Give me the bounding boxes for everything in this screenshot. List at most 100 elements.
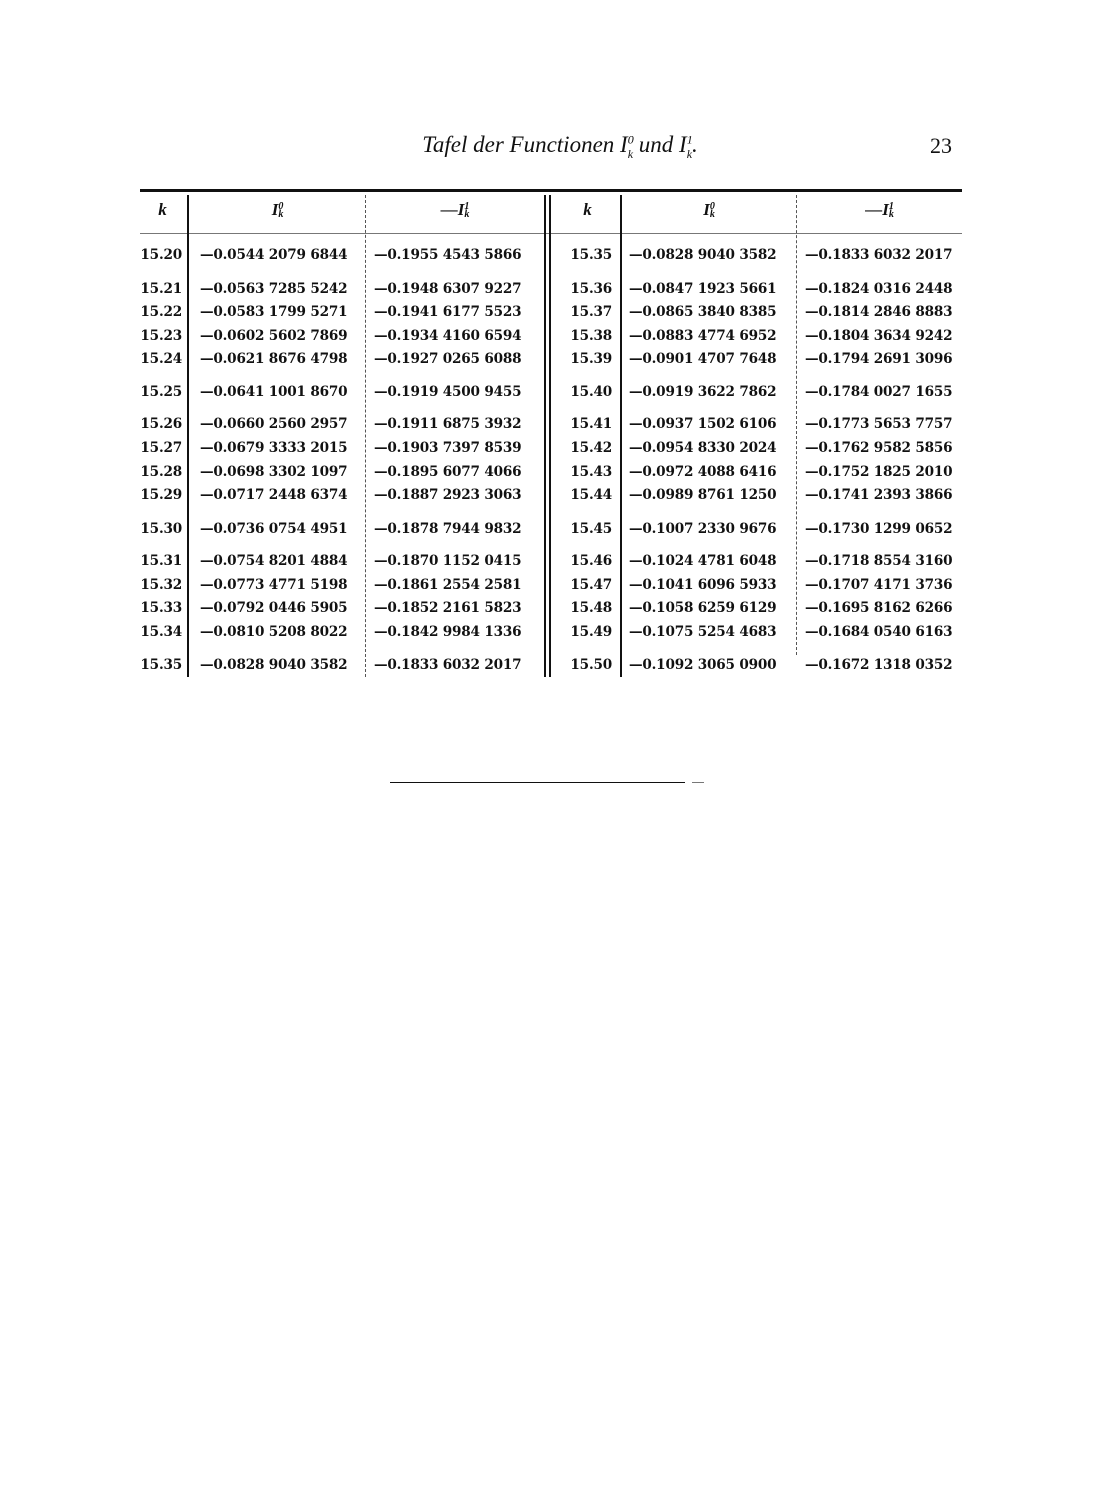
header-i1-left: —I1 k [440,200,470,221]
k-cell: 15.21 [140,281,182,297]
k-cell: 15.34 [140,624,182,640]
k-cell: 15.45 [570,521,612,537]
i1-cell: —0.1784 0027 1655 [805,384,953,400]
right-col-divider [796,195,797,655]
left-col-divider [365,195,366,677]
i1-cell: —0.1794 2691 3096 [805,351,953,367]
k-cell: 15.27 [140,440,182,456]
k-cell: 15.37 [570,304,612,320]
k-cell: 15.49 [570,624,612,640]
i0-cell: —0.0583 1799 5271 [200,304,348,320]
i0-cell: —0.0919 3622 7862 [629,384,777,400]
i0-cell: —0.0989 8761 1250 [629,487,777,503]
k-cell: 15.41 [570,416,612,432]
center-double-rule-b [549,195,551,677]
k-cell: 15.38 [570,328,612,344]
header-i0-right: I0 k [703,200,715,221]
i0-cell: —0.1007 2330 9676 [629,521,777,537]
i0-cell: —0.0810 5208 8022 [200,624,348,640]
i0-cell: —0.0736 0754 4951 [200,521,348,537]
header-divider [140,233,962,234]
k-cell: 15.28 [140,464,182,480]
i1-cell: —0.1895 6077 4066 [374,464,522,480]
i0-cell: —0.0972 4088 6416 [629,464,777,480]
k-cell: 15.31 [140,553,182,569]
i0-cell: —0.0563 7285 5242 [200,281,348,297]
i0-cell: —0.0679 3333 2015 [200,440,348,456]
k-cell: 15.20 [140,247,182,263]
i1-cell: —0.1695 8162 6266 [805,600,953,616]
i0-cell: —0.1058 6259 6129 [629,600,777,616]
i1-cell: —0.1752 1825 2010 [805,464,953,480]
i1-cell: —0.1852 2161 5823 [374,600,522,616]
i1-cell: —0.1833 6032 2017 [374,657,522,673]
i1-cell: —0.1861 2554 2581 [374,577,522,593]
i1-cell: —0.1684 0540 6163 [805,624,953,640]
i1-cell: —0.1927 0265 6088 [374,351,522,367]
k-cell: 15.32 [140,577,182,593]
k-cell: 15.39 [570,351,612,367]
i0-cell: —0.0792 0446 5905 [200,600,348,616]
k-cell: 15.24 [140,351,182,367]
i1-cell: —0.1934 4160 6594 [374,328,522,344]
bottom-ornament-rule [390,782,685,783]
i1-cell: —0.1741 2393 3866 [805,487,953,503]
i0-cell: —0.0937 1502 6106 [629,416,777,432]
i1-cell: —0.1887 2923 3063 [374,487,522,503]
i0-cell: —0.0621 8676 4798 [200,351,348,367]
k-cell: 15.35 [570,247,612,263]
i1-cell: —0.1672 1318 0352 [805,657,953,673]
left-k-divider [187,195,189,677]
bottom-ornament-dash [692,782,704,783]
title-conj: und [638,132,674,157]
i0-cell: —0.0883 4774 6952 [629,328,777,344]
i0-cell: —0.0901 4707 7648 [629,351,777,367]
k-cell: 15.36 [570,281,612,297]
k-cell: 15.50 [570,657,612,673]
i0-cell: —0.0660 2560 2957 [200,416,348,432]
i0-cell: —0.1075 5254 4683 [629,624,777,640]
i1-cell: —0.1948 6307 9227 [374,281,522,297]
k-cell: 15.47 [570,577,612,593]
top-rule [140,189,962,192]
k-cell: 15.40 [570,384,612,400]
i0-cell: —0.0602 5602 7869 [200,328,348,344]
i0-cell: —0.0698 3302 1097 [200,464,348,480]
page-number: 23 [930,133,952,158]
i1-cell: —0.1941 6177 5523 [374,304,522,320]
right-k-divider [620,195,622,677]
header-i1-right: —I1 k [865,200,894,221]
k-cell: 15.48 [570,600,612,616]
i1-cell: —0.1730 1299 0652 [805,521,953,537]
k-cell: 15.22 [140,304,182,320]
i0-cell: —0.0865 3840 8385 [629,304,777,320]
header-k-right: k [583,200,592,219]
i0-cell: —0.0773 4771 5198 [200,577,348,593]
k-cell: 15.42 [570,440,612,456]
i1-cell: —0.1773 5653 7757 [805,416,953,432]
i1-cell: —0.1955 4543 5866 [374,247,522,263]
k-cell: 15.26 [140,416,182,432]
i0-cell: —0.1041 6096 5933 [629,577,777,593]
i0-cell: —0.0828 9040 3582 [200,657,348,673]
i0-cell: —0.0847 1923 5661 [629,281,777,297]
i0-cell: —0.0754 8201 4884 [200,553,348,569]
i1-cell: —0.1814 2846 8883 [805,304,953,320]
i1-cell: —0.1718 8554 3160 [805,553,953,569]
i0-cell: —0.0717 2448 6374 [200,487,348,503]
i0-cell: —0.1024 4781 6048 [629,553,777,569]
i1-cell: —0.1919 4500 9455 [374,384,522,400]
i1-cell: —0.1878 7944 9832 [374,521,522,537]
page-title: Tafel der Functionen I0k und I1k. [330,132,790,162]
title-text: Tafel der Functionen [422,132,615,157]
k-cell: 15.43 [570,464,612,480]
i1-cell: —0.1903 7397 8539 [374,440,522,456]
header-i0-left: I0 k [271,200,284,221]
k-cell: 15.30 [140,521,182,537]
k-cell: 15.23 [140,328,182,344]
i0-cell: —0.0641 1001 8670 [200,384,348,400]
i1-cell: —0.1833 6032 2017 [805,247,953,263]
i0-cell: —0.0954 8330 2024 [629,440,777,456]
i0-cell: —0.1092 3065 0900 [629,657,777,673]
i0-cell: —0.0828 9040 3582 [629,247,777,263]
